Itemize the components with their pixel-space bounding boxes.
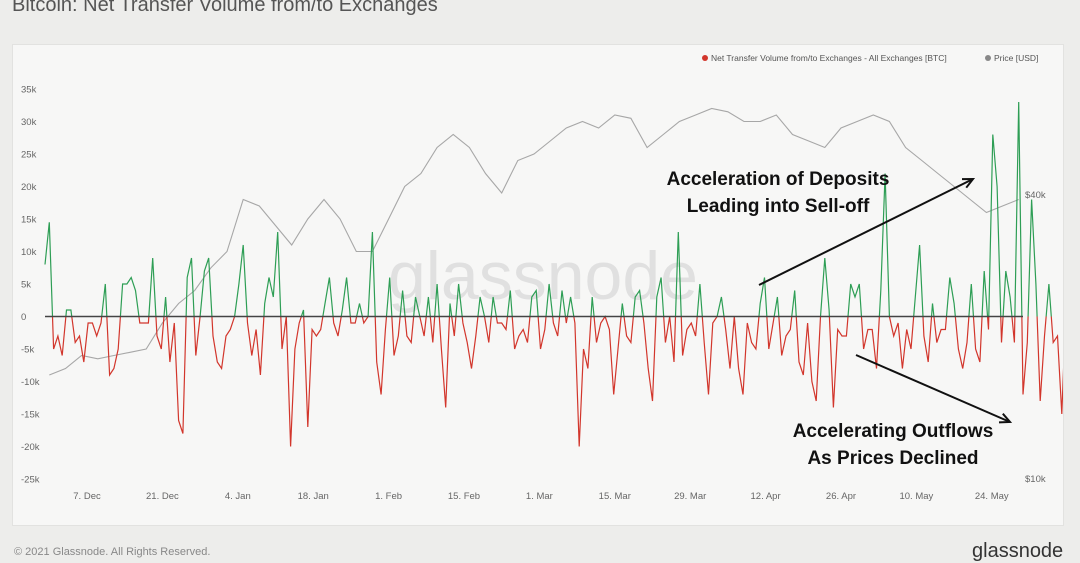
y-right-tick-label: $40k <box>1025 190 1046 201</box>
y-tick-label: 35k <box>21 85 37 96</box>
x-tick-label: 1. Mar <box>526 491 553 502</box>
price-line <box>49 107 1019 376</box>
y-tick-label: 20k <box>21 182 37 193</box>
legend-marker <box>985 55 991 61</box>
legend-label: Price [USD] <box>994 53 1038 63</box>
legend-marker <box>702 55 708 61</box>
annotation-arrowhead <box>961 177 976 189</box>
annotation-text: Accelerating Outflows <box>793 421 994 442</box>
y-tick-label: 0 <box>21 312 26 323</box>
x-tick-label: 15. Mar <box>599 491 631 502</box>
x-tick-label: 29. Mar <box>674 491 706 502</box>
annotation-text: As Prices Declined <box>807 448 978 469</box>
chart: glassnode Net Transfer Volume from/to Ex… <box>21 53 1063 502</box>
y-tick-label: -20k <box>21 442 40 453</box>
x-tick-label: 26. Apr <box>826 491 856 502</box>
x-tick-label: 12. Apr <box>751 491 781 502</box>
y-tick-label: 25k <box>21 150 37 161</box>
x-tick-label: 15. Feb <box>448 491 480 502</box>
y-tick-label: 15k <box>21 215 37 226</box>
annotations: Acceleration of Deposits Leading into Sel… <box>667 169 1013 469</box>
x-tick-label: 21. Dec <box>146 491 179 502</box>
y-axis-left: 35k 30k 25k 20k 15k 10k 5k 0 -5k -10k -15k -20k -25k <box>21 85 40 486</box>
y-tick-label: 30k <box>21 117 37 128</box>
x-tick-label: 7. Dec <box>73 491 101 502</box>
price-series <box>49 107 1019 376</box>
annotation-text: Acceleration of Deposits <box>667 169 890 190</box>
x-tick-label: 1. Feb <box>375 491 402 502</box>
annotation-arrow <box>855 354 1011 423</box>
annotation-arrowhead <box>998 413 1013 424</box>
y-axis-right: $40k $10k <box>1025 190 1046 485</box>
watermark-text: glassnode <box>388 238 698 314</box>
x-tick-label: 24. May <box>975 491 1009 502</box>
flow-line-negative <box>51 316 1063 447</box>
y-tick-label: 10k <box>21 247 37 258</box>
footer-copyright: © 2021 Glassnode. All Rights Reserved. <box>14 546 211 558</box>
legend-label: Net Transfer Volume from/to Exchanges - … <box>711 53 947 63</box>
x-axis: 7. Dec 21. Dec 4. Jan 18. Jan 1. Feb 15. Feb 1… <box>73 491 1009 502</box>
annotation-arrow <box>758 178 974 286</box>
x-tick-label: 10. May <box>899 491 933 502</box>
y-tick-label: -5k <box>21 345 34 356</box>
legend: Net Transfer Volume from/to Exchanges - … <box>702 53 1038 63</box>
x-tick-label: 18. Jan <box>298 491 329 502</box>
y-tick-label: -15k <box>21 410 40 421</box>
x-tick-label: 4. Jan <box>225 491 251 502</box>
chart-panel: glassnode Net Transfer Volume from/to Ex… <box>12 44 1064 526</box>
footer-logo: glassnode <box>972 540 1064 562</box>
y-tick-label: 5k <box>21 280 31 291</box>
annotation-text: Leading into Sell-off <box>687 196 870 217</box>
page-title: Bitcoin: Net Transfer Volume from/to Exc… <box>12 0 438 16</box>
flow-series <box>44 101 1063 447</box>
y-right-tick-label: $10k <box>1025 474 1046 485</box>
y-tick-label: -10k <box>21 377 40 388</box>
y-tick-label: -25k <box>21 475 40 486</box>
